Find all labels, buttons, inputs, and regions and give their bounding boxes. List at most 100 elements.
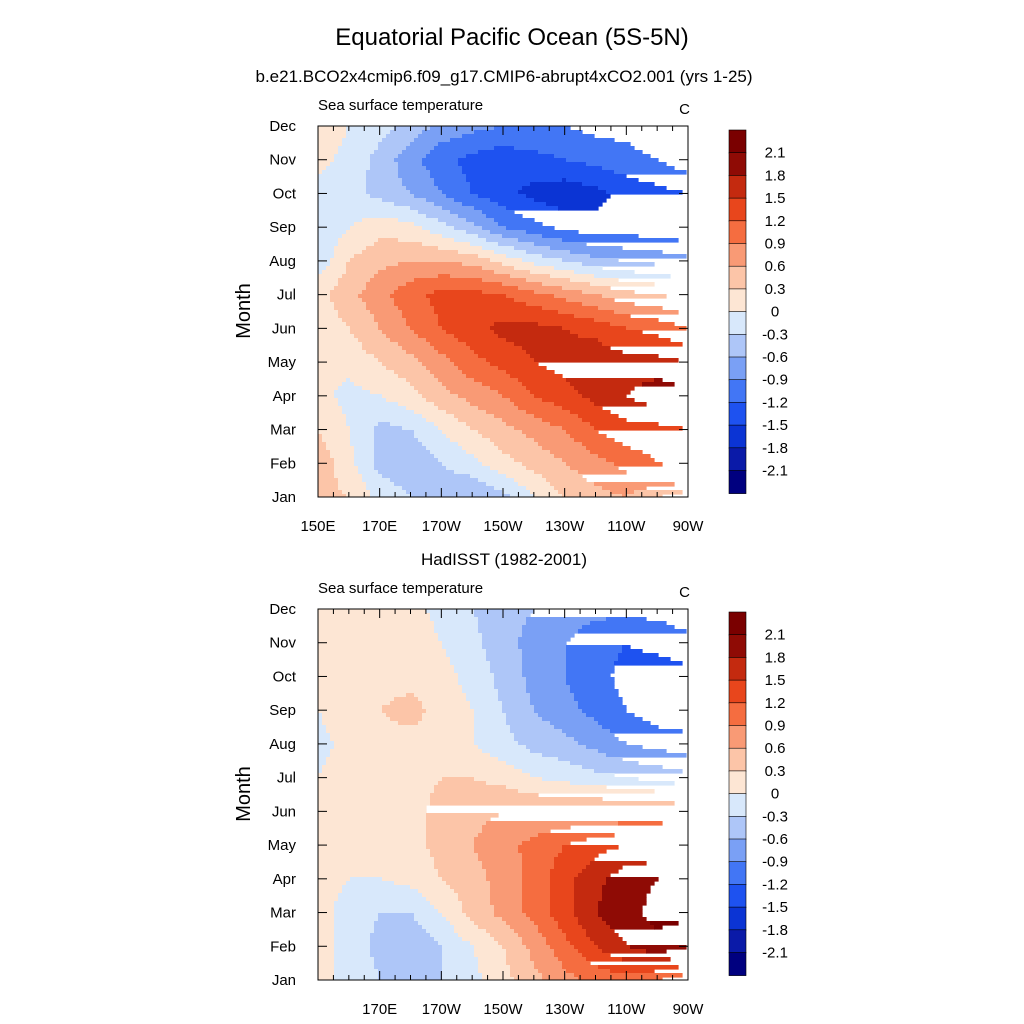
y-tick-label: Mar <box>270 905 296 922</box>
units-label: C <box>679 101 690 118</box>
y-tick-label: Jan <box>272 489 296 506</box>
y-tick-label: Nov <box>269 635 296 652</box>
y-axis-label: Month <box>233 283 255 339</box>
colorbar-label: 1.8 <box>765 649 786 666</box>
colorbar-box <box>728 815 747 840</box>
y-tick-label: Jun <box>272 803 296 820</box>
y-tick-label: Oct <box>273 668 297 685</box>
colorbar-box <box>728 793 747 817</box>
x-tick-label: 110W <box>607 518 646 535</box>
colorbar-label: 1.2 <box>765 695 786 712</box>
y-axis-label: Month <box>233 766 255 822</box>
colorbar-box <box>728 611 747 636</box>
colorbar-label: -0.3 <box>762 808 788 825</box>
panel-model: b.e21.BCO2x4cmip6.f09_g17.CMIP6-abrupt4x… <box>233 67 753 535</box>
x-tick-label: 110W <box>607 1001 646 1018</box>
x-tick-label: 150W <box>483 518 523 535</box>
y-tick-label: Jul <box>277 287 296 304</box>
colorbar-label: 0.9 <box>765 236 786 253</box>
colorbar-label: 0 <box>771 304 779 321</box>
colorbar-label: 0.6 <box>765 258 786 275</box>
colorbar-box <box>728 424 747 449</box>
x-tick-label: 130W <box>545 1001 585 1018</box>
filled-contours <box>318 609 687 980</box>
colorbar-box <box>728 952 747 976</box>
colorbar-label: -0.3 <box>762 326 788 343</box>
colorbar-box <box>728 838 747 863</box>
colorbar-label: 1.2 <box>765 213 786 230</box>
colorbar-box <box>728 288 747 313</box>
colorbar-label: -1.8 <box>762 440 788 457</box>
colorbar-box <box>728 861 747 886</box>
x-tick-label: 130W <box>545 518 585 535</box>
colorbar-box <box>728 402 747 426</box>
colorbar-label: 0.6 <box>765 740 786 757</box>
colorbar-label: 0 <box>771 786 779 803</box>
x-tick-label: 170E <box>362 518 397 535</box>
colorbar-label: -1.2 <box>762 394 788 411</box>
colorbar-label: 2.1 <box>765 145 786 162</box>
panel-observed: HadISST (1982-2001) Sea surface temperat… <box>233 550 704 1018</box>
colorbar-box <box>728 379 747 404</box>
left-label: Sea surface temperature <box>318 580 483 597</box>
colorbar-box <box>728 243 747 267</box>
axes: Jan Feb Mar Apr May Jun Jul Aug Sep Oct Nov Dec 150E… <box>268 118 705 535</box>
colorbar-label: 0.3 <box>765 763 786 780</box>
colorbar-observed: 2.1 1.8 1.5 1.2 0.9 0.6 0.3 0 -0.3 -0.6 -0.9 -1.2 -1… <box>728 611 788 976</box>
colorbar-box <box>728 906 747 931</box>
x-tick-label: 90W <box>673 1001 705 1018</box>
colorbar-box <box>728 356 747 381</box>
y-tick-label: Mar <box>270 422 296 439</box>
panel-subtitle: b.e21.BCO2x4cmip6.f09_g17.CMIP6-abrupt4x… <box>255 67 752 86</box>
colorbar-box <box>728 129 747 154</box>
y-tick-label: Aug <box>269 253 296 270</box>
y-tick-label: Sep <box>269 702 296 719</box>
x-tick-label: 170W <box>422 1001 462 1018</box>
colorbar-label: 1.8 <box>765 167 786 184</box>
colorbar-label: -2.1 <box>762 945 788 962</box>
y-tick-label: Dec <box>269 601 296 618</box>
colorbar-box <box>728 197 747 222</box>
colorbar-box <box>728 747 747 772</box>
colorbar-label: -0.6 <box>762 831 788 848</box>
y-tick-label: Jan <box>272 972 296 989</box>
colorbar-label: -0.6 <box>762 349 788 366</box>
colorbar-box <box>728 725 747 749</box>
colorbar-label: -1.2 <box>762 876 788 893</box>
y-tick-label: Feb <box>270 455 296 472</box>
y-tick-label: Dec <box>269 118 296 135</box>
colorbar-box <box>728 884 747 908</box>
panel-subtitle: HadISST (1982-2001) <box>421 550 587 569</box>
units-label: C <box>679 584 690 601</box>
colorbar-label: -0.9 <box>762 854 788 871</box>
colorbar-box <box>728 152 747 177</box>
colorbar-label: 0.3 <box>765 281 786 298</box>
main-title: Equatorial Pacific Ocean (5S-5N) <box>335 24 688 51</box>
y-tick-label: May <box>268 837 297 854</box>
colorbar-label: 1.5 <box>765 672 786 689</box>
colorbar-box <box>728 333 747 358</box>
axes: Jan Feb Mar Apr May Jun Jul Aug Sep Oct Nov Dec 170E… <box>268 601 705 1018</box>
colorbar-box <box>728 220 747 245</box>
colorbar-box <box>728 311 747 336</box>
colorbar-label: -2.1 <box>762 463 788 480</box>
x-tick-label: 90W <box>673 518 705 535</box>
colorbar-label: -0.9 <box>762 372 788 389</box>
colorbar-label: 1.5 <box>765 190 786 207</box>
colorbar-box <box>728 470 747 494</box>
colorbar-label: -1.5 <box>762 417 788 434</box>
colorbar-box <box>728 770 747 795</box>
y-tick-label: May <box>268 354 297 371</box>
y-tick-label: Apr <box>273 388 296 405</box>
x-tick-label: 170W <box>422 518 462 535</box>
colorbar-box <box>728 657 747 681</box>
colorbar-box <box>728 702 747 727</box>
colorbar-box <box>728 929 747 954</box>
colorbar-box <box>728 679 747 704</box>
colorbar-label: -1.5 <box>762 899 788 916</box>
colorbar-label: -1.8 <box>762 922 788 939</box>
colorbar-model: 2.1 1.8 1.5 1.2 0.9 0.6 0.3 0 -0.3 -0.6 -0.9 -1.2 -1… <box>728 129 788 494</box>
y-tick-label: Feb <box>270 938 296 955</box>
y-tick-label: Aug <box>269 736 296 753</box>
x-tick-label: 170E <box>362 1001 397 1018</box>
